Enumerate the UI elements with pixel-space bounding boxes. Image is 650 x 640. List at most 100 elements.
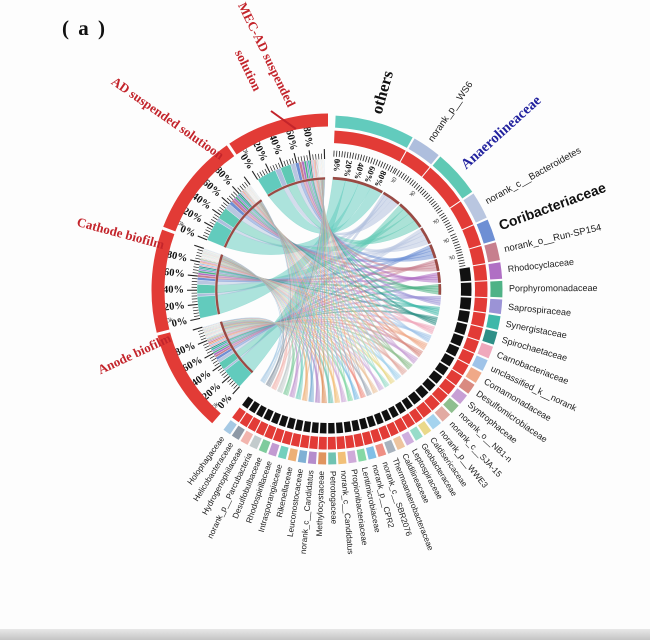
- scale-tick: [392, 167, 396, 174]
- taxon-tick-block: [457, 309, 470, 323]
- taxon-label: Saprospiraceae: [508, 302, 572, 318]
- taxon-color-arc: [482, 329, 498, 345]
- scale-tick: [232, 386, 240, 395]
- scale-tick: [419, 188, 425, 194]
- scale-tick: [259, 171, 263, 177]
- taxon-red-arc: [255, 421, 269, 436]
- scale-tick: [197, 235, 208, 241]
- scale-tick: [198, 332, 205, 335]
- scale-tick: [193, 266, 199, 269]
- taxon-color-arc: [476, 219, 496, 244]
- taxon-count-label: 0k: [442, 236, 450, 244]
- scale-tick: [432, 202, 438, 208]
- taxon-red-arc: [462, 225, 481, 249]
- taxon-color-arc: [384, 439, 396, 454]
- taxon-tick-block: [366, 415, 376, 428]
- scale-tick: [278, 162, 281, 169]
- scale-tick: [196, 251, 203, 255]
- scale-tick: [231, 186, 240, 195]
- scale-tick: [454, 246, 461, 250]
- scale-tick: [433, 205, 440, 210]
- scale-tick: [382, 162, 386, 169]
- scale-tick: [425, 194, 431, 200]
- taxon-color-arc: [392, 435, 406, 450]
- taxon-red-arc: [239, 412, 254, 428]
- taxon-red-arc: [473, 297, 488, 313]
- taxon-count-label: 0k: [431, 217, 439, 225]
- scale-tick: [205, 347, 211, 352]
- taxon-red-arc: [400, 151, 430, 177]
- taxon-scale-label: 0%: [332, 159, 343, 172]
- taxon-red-arc: [272, 427, 285, 443]
- taxon-color-arc: [486, 314, 501, 330]
- taxon-red-arc: [452, 359, 469, 376]
- scale-tick: [203, 342, 209, 346]
- chord-ribbon: [260, 176, 326, 382]
- taxon-red-arc: [281, 430, 293, 445]
- taxon-inner-line: [434, 259, 440, 272]
- taxon-label: Porphyromonadaceae: [509, 283, 598, 293]
- scale-tick: [413, 182, 419, 189]
- taxon-color-arc: [249, 435, 262, 450]
- taxon-color-arc: [365, 446, 377, 460]
- scale-tick: [239, 185, 244, 191]
- sample-arc: [229, 113, 328, 155]
- scale-tick: [192, 272, 199, 274]
- taxon-tick-block: [248, 400, 260, 414]
- scale-tick: [221, 204, 226, 209]
- taxon-color-arc: [409, 426, 423, 441]
- scale-tick: [447, 227, 453, 231]
- scale-tick: [204, 232, 210, 235]
- taxon-tick-block: [388, 405, 399, 418]
- taxon-red-arc: [361, 431, 373, 446]
- scale-tick: [228, 195, 234, 200]
- sample-composition-segment: [196, 284, 216, 294]
- scale-tick: [283, 160, 286, 167]
- scale-tick: [226, 197, 232, 203]
- sample-inner-line: [267, 176, 326, 197]
- taxon-tick-block: [373, 412, 384, 425]
- taxon-color-arc: [375, 443, 387, 458]
- scale-tick: [206, 226, 212, 230]
- scale-tick: [303, 155, 306, 162]
- scale-tick: [459, 265, 466, 267]
- scale-tick: [393, 168, 398, 175]
- taxon-inner-line: [399, 203, 422, 228]
- taxon-tick-block: [459, 267, 472, 282]
- taxon-count-label: 0k: [389, 176, 397, 184]
- taxon-color-arc: [401, 431, 415, 446]
- scale-tick: [212, 364, 222, 372]
- scale-tick: [195, 257, 201, 260]
- taxon-red-arc: [232, 407, 246, 423]
- taxon-color-arc: [268, 442, 280, 457]
- taxon-inner-line: [420, 227, 431, 245]
- scale-tick: [308, 150, 311, 161]
- taxon-tick-block: [256, 405, 267, 418]
- taxon-label: norank_p__WS6: [426, 80, 475, 145]
- taxon-red-arc: [471, 311, 486, 327]
- taxon-tick-block: [263, 408, 274, 421]
- scale-tick: [204, 345, 210, 349]
- taxon-red-arc: [445, 369, 463, 386]
- taxon-red-arc: [473, 264, 488, 281]
- scale-tick: [237, 187, 242, 193]
- taxon-color-arc: [432, 156, 473, 199]
- scale-tick: [204, 221, 214, 228]
- scale-tick: [209, 355, 215, 359]
- scale-tick: [206, 350, 213, 354]
- scale-tick: [221, 196, 230, 205]
- scale-tick: [286, 159, 289, 166]
- taxon-color-arc: [488, 262, 503, 280]
- taxon-tick-block: [428, 370, 443, 384]
- taxon-tick-block: [319, 422, 327, 434]
- taxon-color-arc: [465, 367, 482, 383]
- scale-tick: [197, 329, 204, 332]
- scale-tick: [219, 369, 225, 374]
- taxon-label: Petrotogaceae: [328, 471, 338, 525]
- taxon-red-arc: [309, 435, 319, 450]
- scale-tick: [221, 376, 230, 384]
- taxon-count-label: 0k: [407, 189, 416, 198]
- taxon-color-arc: [307, 451, 317, 465]
- taxon-tick-block: [311, 422, 319, 434]
- taxon-label: others: [367, 68, 397, 116]
